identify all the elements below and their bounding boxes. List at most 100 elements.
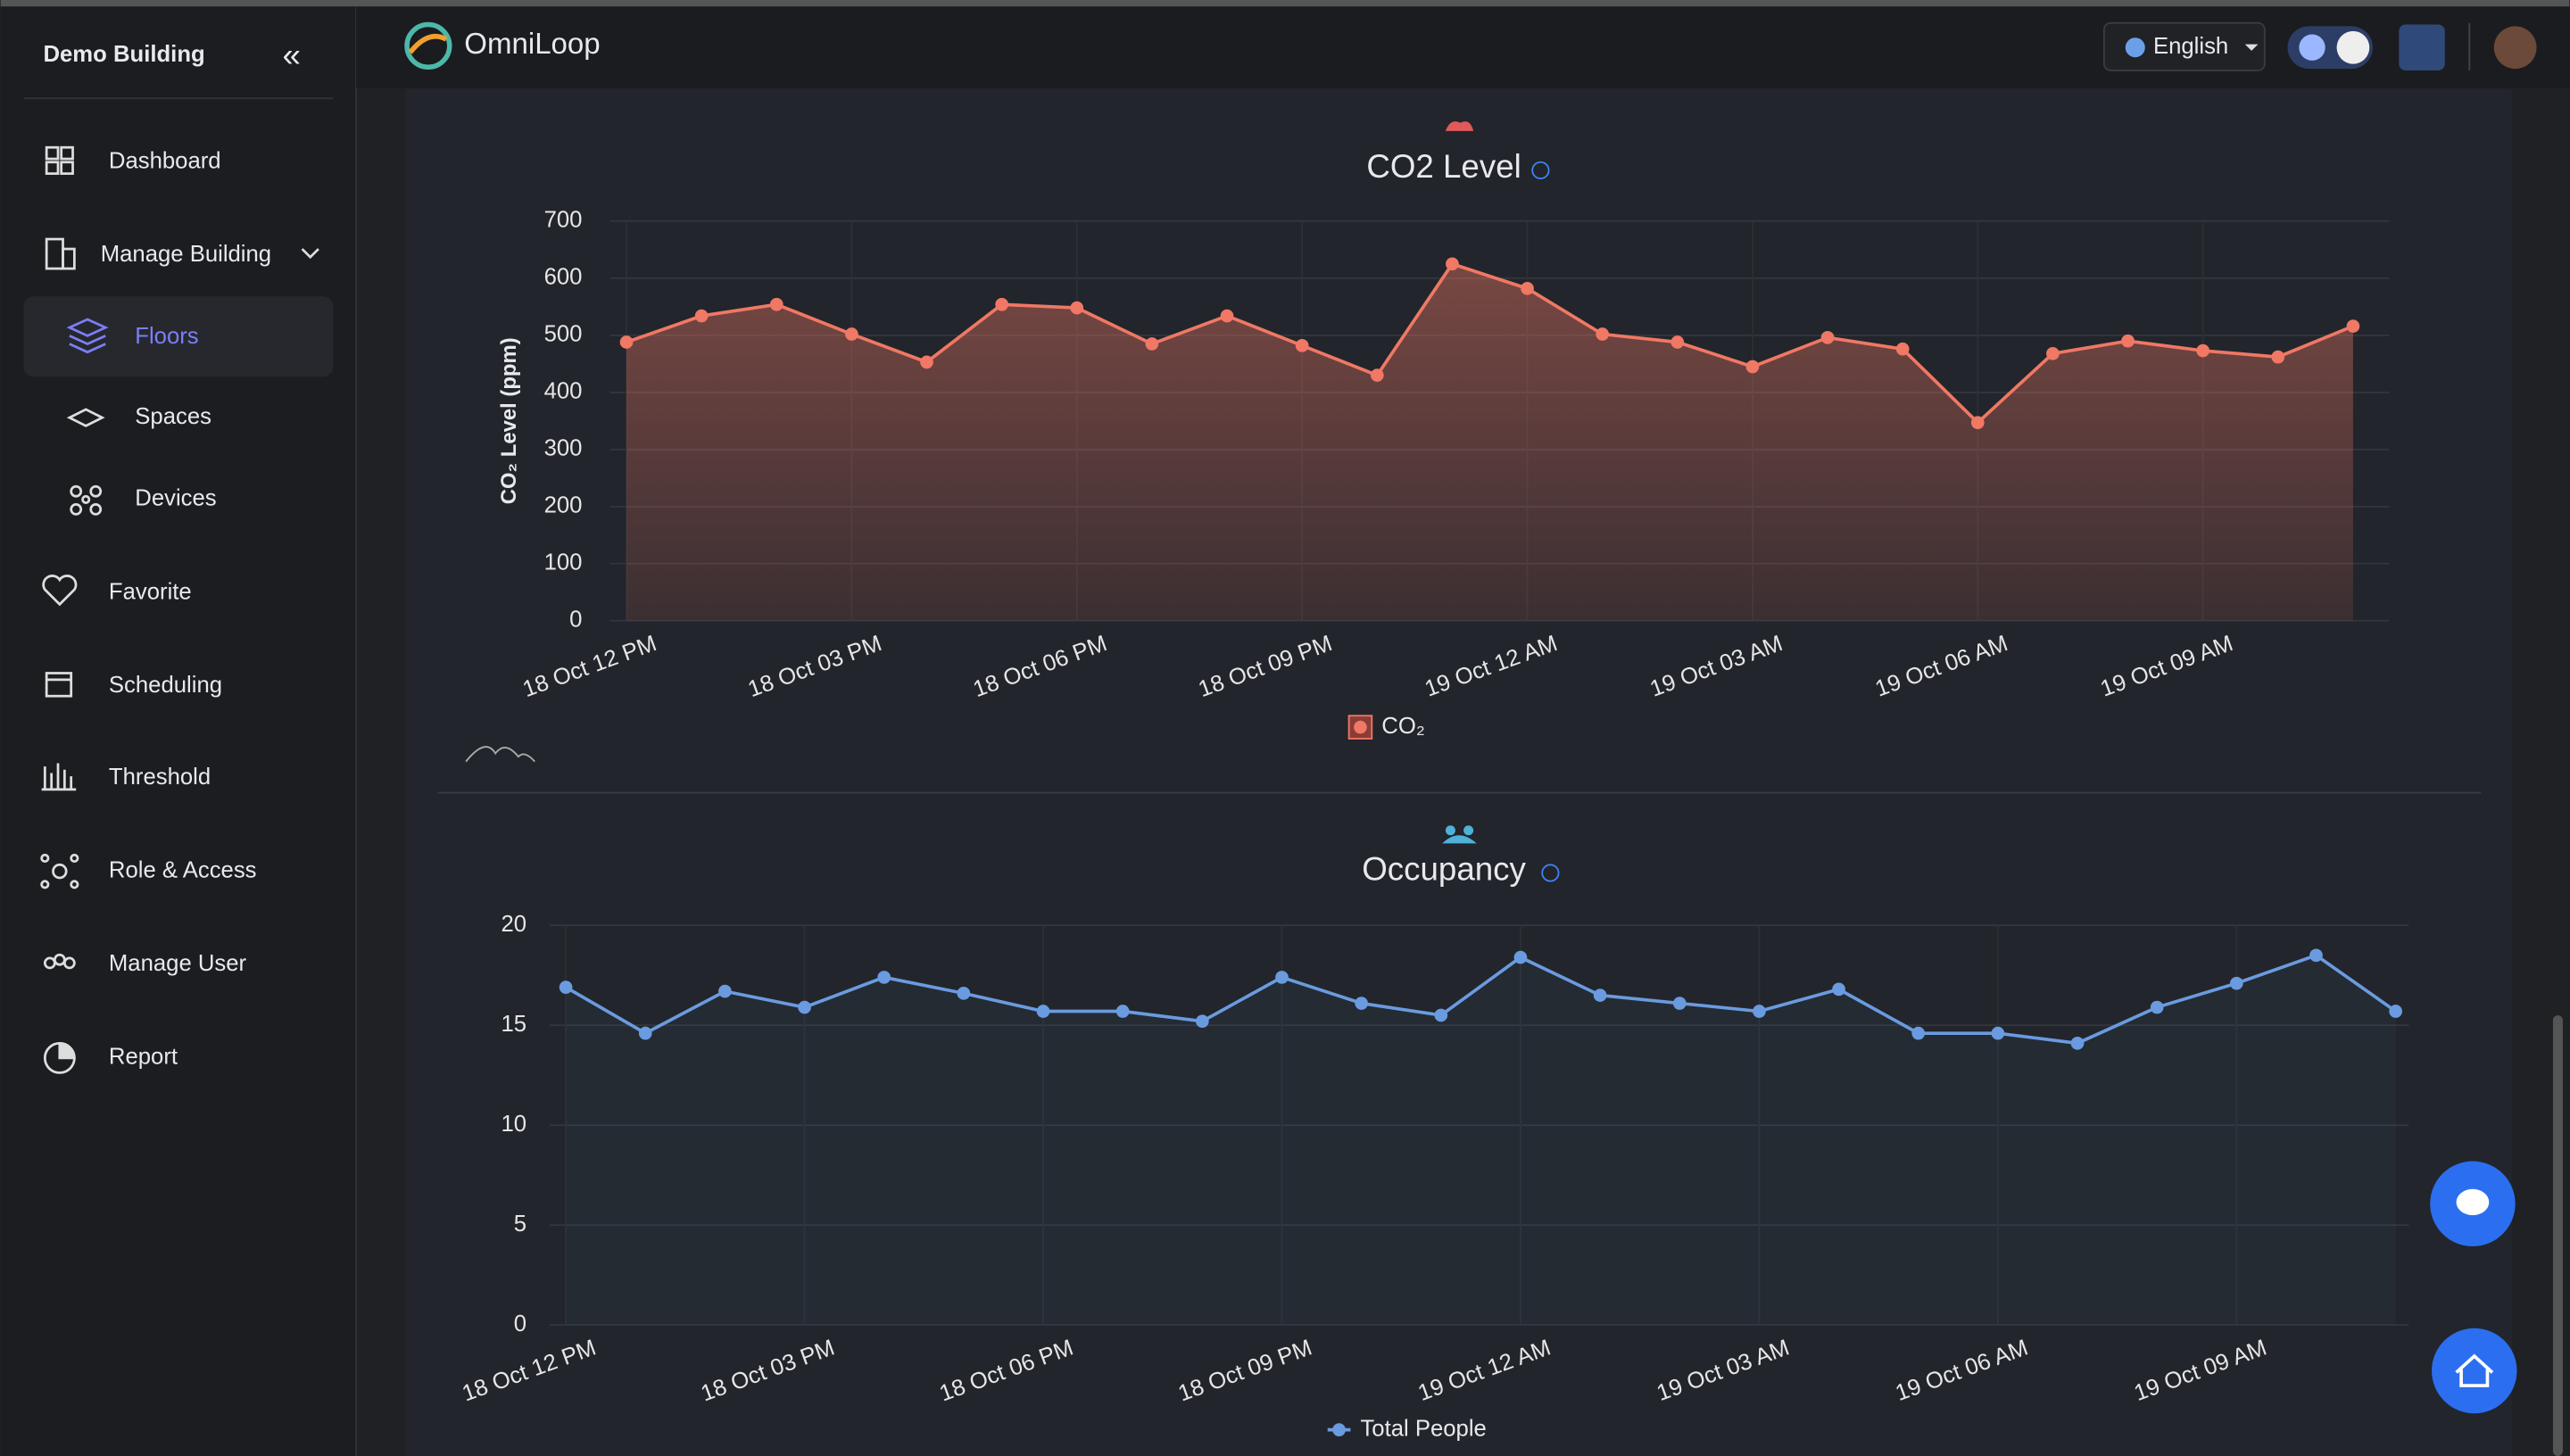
point: [2309, 948, 2323, 963]
legend-marker: [1332, 1423, 1346, 1436]
brand-logo: [404, 21, 452, 70]
point: [1355, 997, 1368, 1010]
point: [1446, 257, 1459, 271]
point: [1513, 950, 1528, 964]
co2-icon: [1445, 121, 1474, 131]
point: [1895, 342, 1910, 356]
point: [1593, 989, 1607, 1002]
y-tick-label: 300: [544, 436, 583, 461]
chat-icon: [2456, 1188, 2490, 1216]
y-tick-label: 200: [544, 493, 583, 518]
chart-title: Occupancy: [1362, 850, 1526, 887]
menu-item[interactable]: Scheduling: [109, 673, 222, 698]
y-tick-label: 5: [514, 1212, 526, 1237]
brand-name: OmniLoop: [464, 28, 600, 61]
point: [1670, 335, 1685, 349]
moon-icon: [2299, 34, 2325, 61]
home-icon: [2455, 1353, 2494, 1387]
point: [1145, 337, 1159, 351]
sidebar-menu: Dashboard Manage Building Floors Spaces Devi…: [101, 149, 271, 1070]
point: [1745, 360, 1760, 374]
point: [2271, 350, 2285, 364]
top-border: [0, 0, 2570, 7]
menu-item[interactable]: Favorite: [109, 579, 192, 604]
point: [1295, 338, 1309, 352]
point: [1195, 1014, 1209, 1029]
home-button[interactable]: [2432, 1328, 2517, 1414]
y-tick-label: 20: [501, 912, 526, 937]
point: [2230, 976, 2243, 990]
point: [1434, 1008, 1448, 1022]
point: [1370, 368, 1384, 382]
point: [638, 1026, 652, 1040]
info-icon: [1541, 864, 1560, 882]
point: [2389, 1005, 2402, 1018]
people-icon: [1445, 825, 1455, 836]
people-icon: [1463, 825, 1474, 836]
y-tick-label: 100: [544, 550, 583, 575]
language[interactable]: English: [2153, 34, 2228, 59]
point: [1220, 309, 1234, 323]
point: [1820, 331, 1835, 344]
menu-item[interactable]: Dashboard: [109, 149, 221, 174]
language-select[interactable]: [2102, 21, 2266, 71]
point: [920, 355, 933, 369]
sidebar: [0, 6, 357, 1456]
toggle-knob: [2336, 30, 2370, 64]
legend-marker: [1354, 720, 1367, 734]
menu-item[interactable]: Floors: [135, 324, 198, 349]
caret: [2244, 44, 2259, 51]
menu-item[interactable]: Report: [109, 1045, 178, 1070]
point: [2070, 1037, 2085, 1050]
point: [694, 309, 709, 323]
point: [1753, 1005, 1766, 1018]
point: [1596, 327, 1610, 341]
point: [1991, 1026, 2005, 1040]
point: [995, 297, 1008, 311]
scrollbar: [2552, 1015, 2563, 1456]
y-tick-label: 0: [514, 1311, 526, 1336]
chart-toggle-icon[interactable]: [465, 746, 535, 763]
menu-item[interactable]: Threshold: [109, 765, 211, 790]
y-tick-label: 700: [544, 208, 583, 233]
y-tick-label: 10: [501, 1112, 526, 1137]
y-tick-label: 15: [501, 1012, 526, 1037]
info-icon: [1531, 161, 1550, 180]
collapse-button[interactable]: «: [283, 37, 301, 73]
point: [1036, 1005, 1050, 1018]
point: [2196, 343, 2210, 358]
point: [1832, 982, 1845, 997]
y-axis-label: CO₂ Level (ppm): [497, 337, 521, 504]
point: [957, 987, 971, 1000]
point: [1672, 997, 1687, 1010]
menu-item[interactable]: Manage User: [109, 951, 247, 976]
menu-item[interactable]: Spaces: [135, 404, 211, 429]
avatar[interactable]: [2493, 26, 2537, 70]
y-tick-label: 500: [544, 322, 583, 347]
legend-label[interactable]: Total People: [1360, 1416, 1486, 1441]
menu-item[interactable]: Role & Access: [109, 857, 257, 882]
legend-label[interactable]: CO₂: [1381, 714, 1425, 739]
point: [559, 980, 573, 994]
area: [566, 955, 2396, 1326]
notification-button[interactable]: [2399, 24, 2445, 70]
point: [2046, 346, 2060, 360]
point: [845, 327, 858, 341]
point: [1115, 1005, 1130, 1018]
globe-icon: [2125, 37, 2145, 58]
line: [565, 953, 2397, 1046]
active-item-bg: [23, 296, 334, 377]
sidebar-icons: [40, 145, 319, 1074]
point: [718, 984, 732, 998]
menu-item[interactable]: Devices: [135, 486, 216, 511]
y-tick-label: 600: [544, 265, 583, 290]
point: [1070, 301, 1084, 315]
menu-item[interactable]: Manage Building: [101, 242, 271, 267]
point: [769, 297, 783, 311]
brand-logo-arc: [408, 34, 448, 54]
line: [626, 261, 2354, 426]
point: [2150, 1000, 2164, 1014]
point: [2121, 334, 2135, 348]
